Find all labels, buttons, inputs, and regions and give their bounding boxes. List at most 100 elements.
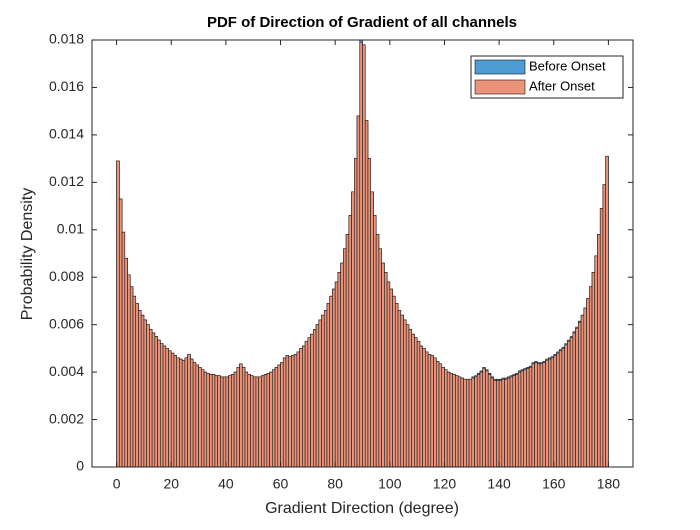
bar xyxy=(468,378,473,467)
bar xyxy=(329,295,333,467)
bar xyxy=(493,380,497,467)
bar xyxy=(272,369,276,467)
bar xyxy=(414,337,418,467)
bar xyxy=(291,355,295,467)
bar xyxy=(433,357,437,467)
bar xyxy=(345,234,350,467)
bar xyxy=(296,351,300,467)
bar xyxy=(351,191,355,467)
bar xyxy=(411,333,415,467)
bar xyxy=(233,371,238,467)
chart-title: PDF of Direction of Gradient of all chan… xyxy=(207,14,517,31)
bar xyxy=(132,295,137,467)
x-tick-label: 60 xyxy=(273,476,289,492)
bar xyxy=(476,374,481,467)
bar xyxy=(517,371,522,467)
x-tick-label: 80 xyxy=(327,476,343,492)
bar xyxy=(523,369,527,467)
bar xyxy=(203,371,208,467)
axes-box xyxy=(91,39,634,468)
bar xyxy=(165,348,169,467)
bar xyxy=(274,367,279,467)
bar xyxy=(195,364,199,467)
bar xyxy=(558,350,563,467)
x-tick-label: 0 xyxy=(113,476,121,492)
bar xyxy=(143,319,147,467)
y-tick-label: 0.016 xyxy=(49,78,84,94)
bar xyxy=(173,355,178,467)
y-tick-label: 0.014 xyxy=(49,126,84,142)
bar xyxy=(528,367,533,467)
bar xyxy=(457,376,462,467)
bar xyxy=(236,367,240,467)
bar xyxy=(567,340,571,467)
bar xyxy=(504,378,508,467)
bar xyxy=(151,332,156,467)
bar xyxy=(466,378,470,467)
bar xyxy=(228,375,232,467)
bar xyxy=(124,257,128,467)
bar xyxy=(288,356,292,467)
bar xyxy=(597,234,601,467)
bar xyxy=(313,329,317,467)
bar xyxy=(310,333,314,467)
bar xyxy=(583,307,587,467)
bar xyxy=(444,369,448,467)
y-tick-label: 0.002 xyxy=(49,410,84,426)
y-tick-label: 0.01 xyxy=(57,220,84,236)
bar xyxy=(542,362,546,467)
bar xyxy=(572,332,576,467)
x-axis-label: Gradient Direction (degree) xyxy=(265,500,459,517)
bar xyxy=(323,310,328,467)
bar xyxy=(247,374,251,467)
bar xyxy=(190,358,194,467)
bar xyxy=(578,321,582,467)
bar xyxy=(160,343,164,467)
bar xyxy=(588,286,593,467)
bar xyxy=(157,339,161,467)
bar xyxy=(269,371,273,467)
bar xyxy=(370,191,374,467)
bar xyxy=(386,281,391,467)
bar xyxy=(359,42,363,467)
bar xyxy=(449,372,453,467)
bar xyxy=(356,115,361,467)
bar xyxy=(474,376,478,467)
bar xyxy=(547,358,552,467)
bar xyxy=(496,380,500,467)
bar xyxy=(277,364,281,467)
bar xyxy=(539,363,544,467)
bar xyxy=(422,348,426,467)
bar xyxy=(282,357,287,467)
bar xyxy=(580,314,585,467)
bar xyxy=(214,375,218,467)
bar xyxy=(192,362,197,467)
bar xyxy=(384,272,388,467)
bar xyxy=(405,324,410,467)
bar xyxy=(602,184,606,467)
bar xyxy=(389,288,393,467)
bar xyxy=(304,340,309,467)
bar xyxy=(332,288,336,467)
bar xyxy=(534,362,538,467)
bar xyxy=(340,262,344,467)
bar xyxy=(605,155,609,467)
bar xyxy=(490,377,494,467)
bar xyxy=(367,158,371,467)
bar xyxy=(531,363,535,467)
bar xyxy=(181,359,186,467)
x-tick-label: 40 xyxy=(218,476,234,492)
bar xyxy=(129,286,134,467)
bar xyxy=(564,344,568,467)
bar xyxy=(258,376,262,467)
bar xyxy=(217,375,221,467)
x-tick-label: 120 xyxy=(433,476,457,492)
x-tick-label: 160 xyxy=(542,476,566,492)
bar xyxy=(302,345,306,467)
y-axis-label: Probability Density xyxy=(19,188,36,321)
bar xyxy=(463,378,467,467)
bar xyxy=(392,295,396,467)
bar xyxy=(435,361,440,467)
bar xyxy=(211,374,216,467)
